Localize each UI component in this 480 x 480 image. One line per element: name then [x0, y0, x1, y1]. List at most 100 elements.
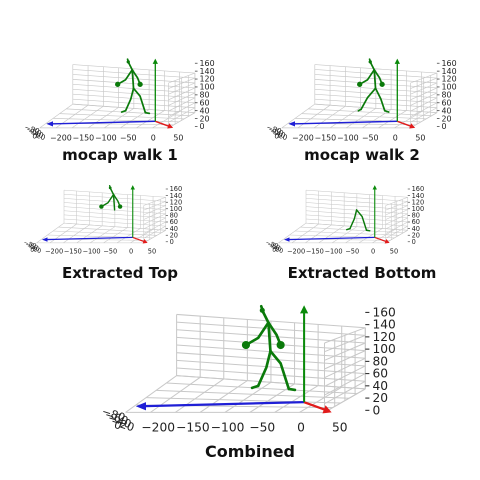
grid-line [372, 229, 396, 244]
z-tick-label: 40 [442, 106, 452, 115]
x-axis-arrow [49, 120, 156, 125]
z-arrowhead [130, 185, 135, 190]
grid-line [176, 367, 366, 382]
z-tick-label: 160 [372, 305, 395, 319]
left-arm [358, 68, 376, 86]
x-tick-label: −100 [324, 247, 342, 255]
grid-line [314, 88, 437, 99]
grid-line [305, 214, 408, 223]
x-tick-label: 0 [151, 133, 156, 142]
grid-line [294, 230, 399, 236]
grid-line [63, 224, 90, 244]
x-axis-arrow [291, 120, 398, 125]
stick-figure [99, 184, 123, 211]
caption-walk2: mocap walk 2 [304, 146, 420, 164]
grid-line [49, 223, 77, 244]
grid-line [176, 359, 366, 375]
right-hand [117, 204, 123, 209]
z-tick-label: 80 [372, 354, 388, 368]
grid-line [76, 225, 103, 244]
grid-line [72, 93, 195, 104]
y-arrowhead [142, 239, 148, 244]
grid-line [72, 88, 195, 99]
left-hand [357, 81, 363, 87]
right-leg [269, 349, 291, 391]
grid-line [166, 382, 358, 395]
caption-bottom: Extracted Bottom [287, 264, 437, 282]
left-arm [116, 68, 134, 86]
grid-line [72, 98, 195, 109]
x-tick-label: 0 [393, 133, 398, 142]
head-joint [259, 307, 265, 313]
y-axis-arrow [155, 120, 171, 128]
z-tick-label: 80 [442, 91, 452, 100]
x-tick-label: 50 [148, 247, 156, 255]
grid-line [331, 226, 358, 244]
stick-figure [115, 58, 151, 115]
right-foot [144, 111, 151, 115]
grid-line [278, 222, 307, 244]
left-leg [256, 349, 272, 388]
z-tick-label: 40 [412, 225, 420, 233]
x-tick-label: 50 [415, 133, 425, 142]
torso [261, 311, 272, 353]
x-tick-label: −50 [249, 421, 275, 435]
grid-line [103, 108, 135, 129]
x-tick-label: 0 [297, 421, 305, 435]
z-tick-label: 120 [412, 198, 425, 206]
grid-line [145, 397, 341, 404]
z-tick-label: 60 [200, 98, 210, 107]
grid-line [314, 93, 437, 104]
grid-line [130, 229, 154, 244]
grid-line [59, 113, 185, 120]
grid-line [301, 113, 427, 120]
grid-line [345, 108, 377, 129]
y-axis-arrow [374, 236, 388, 243]
x-tick-label: 50 [332, 421, 348, 435]
grid-line [72, 74, 195, 84]
right-hand [276, 340, 285, 350]
grid-line [152, 111, 180, 129]
grid-line [136, 110, 165, 129]
left-hand [115, 81, 121, 87]
grid-line [63, 214, 166, 223]
grid-line [378, 110, 407, 129]
grid-line [362, 109, 392, 129]
x-arrowhead [284, 237, 290, 242]
y-axis-arrow [303, 401, 327, 412]
z-tick-label: 0 [412, 238, 416, 246]
y-arrowhead [384, 239, 390, 244]
right-leg [132, 87, 147, 114]
grid-line [39, 103, 73, 129]
caption-combined: Combined [204, 442, 296, 461]
grid-line [89, 226, 116, 244]
left-foot [120, 109, 127, 113]
caption-walk1: mocap walk 1 [62, 146, 178, 164]
z-tick-label: 80 [412, 212, 420, 220]
grid-line [410, 112, 438, 129]
grid-line [305, 222, 408, 231]
x-tick-label: −200 [141, 421, 175, 435]
x-tick-label: −200 [292, 133, 314, 142]
z-tick-label: 160 [412, 185, 425, 193]
z-arrowhead [152, 58, 158, 64]
torso [370, 62, 377, 90]
y-tick-label: 0 [273, 131, 281, 141]
right-leg [374, 87, 386, 112]
y-arrowhead [167, 123, 174, 129]
grid-line [305, 210, 408, 219]
grid-line [176, 352, 366, 367]
head-joint [368, 60, 372, 64]
x-tick-label: −50 [362, 133, 379, 142]
x-axis-arrow [140, 401, 305, 408]
grid-line [87, 107, 119, 129]
x-tick-label: −150 [315, 133, 337, 142]
y-axis-arrow [397, 120, 413, 128]
stick-figure [241, 304, 297, 392]
grid-line [294, 118, 422, 123]
grid-line [314, 64, 437, 74]
z-tick-label: 120 [200, 75, 215, 84]
left-arm [244, 321, 270, 347]
